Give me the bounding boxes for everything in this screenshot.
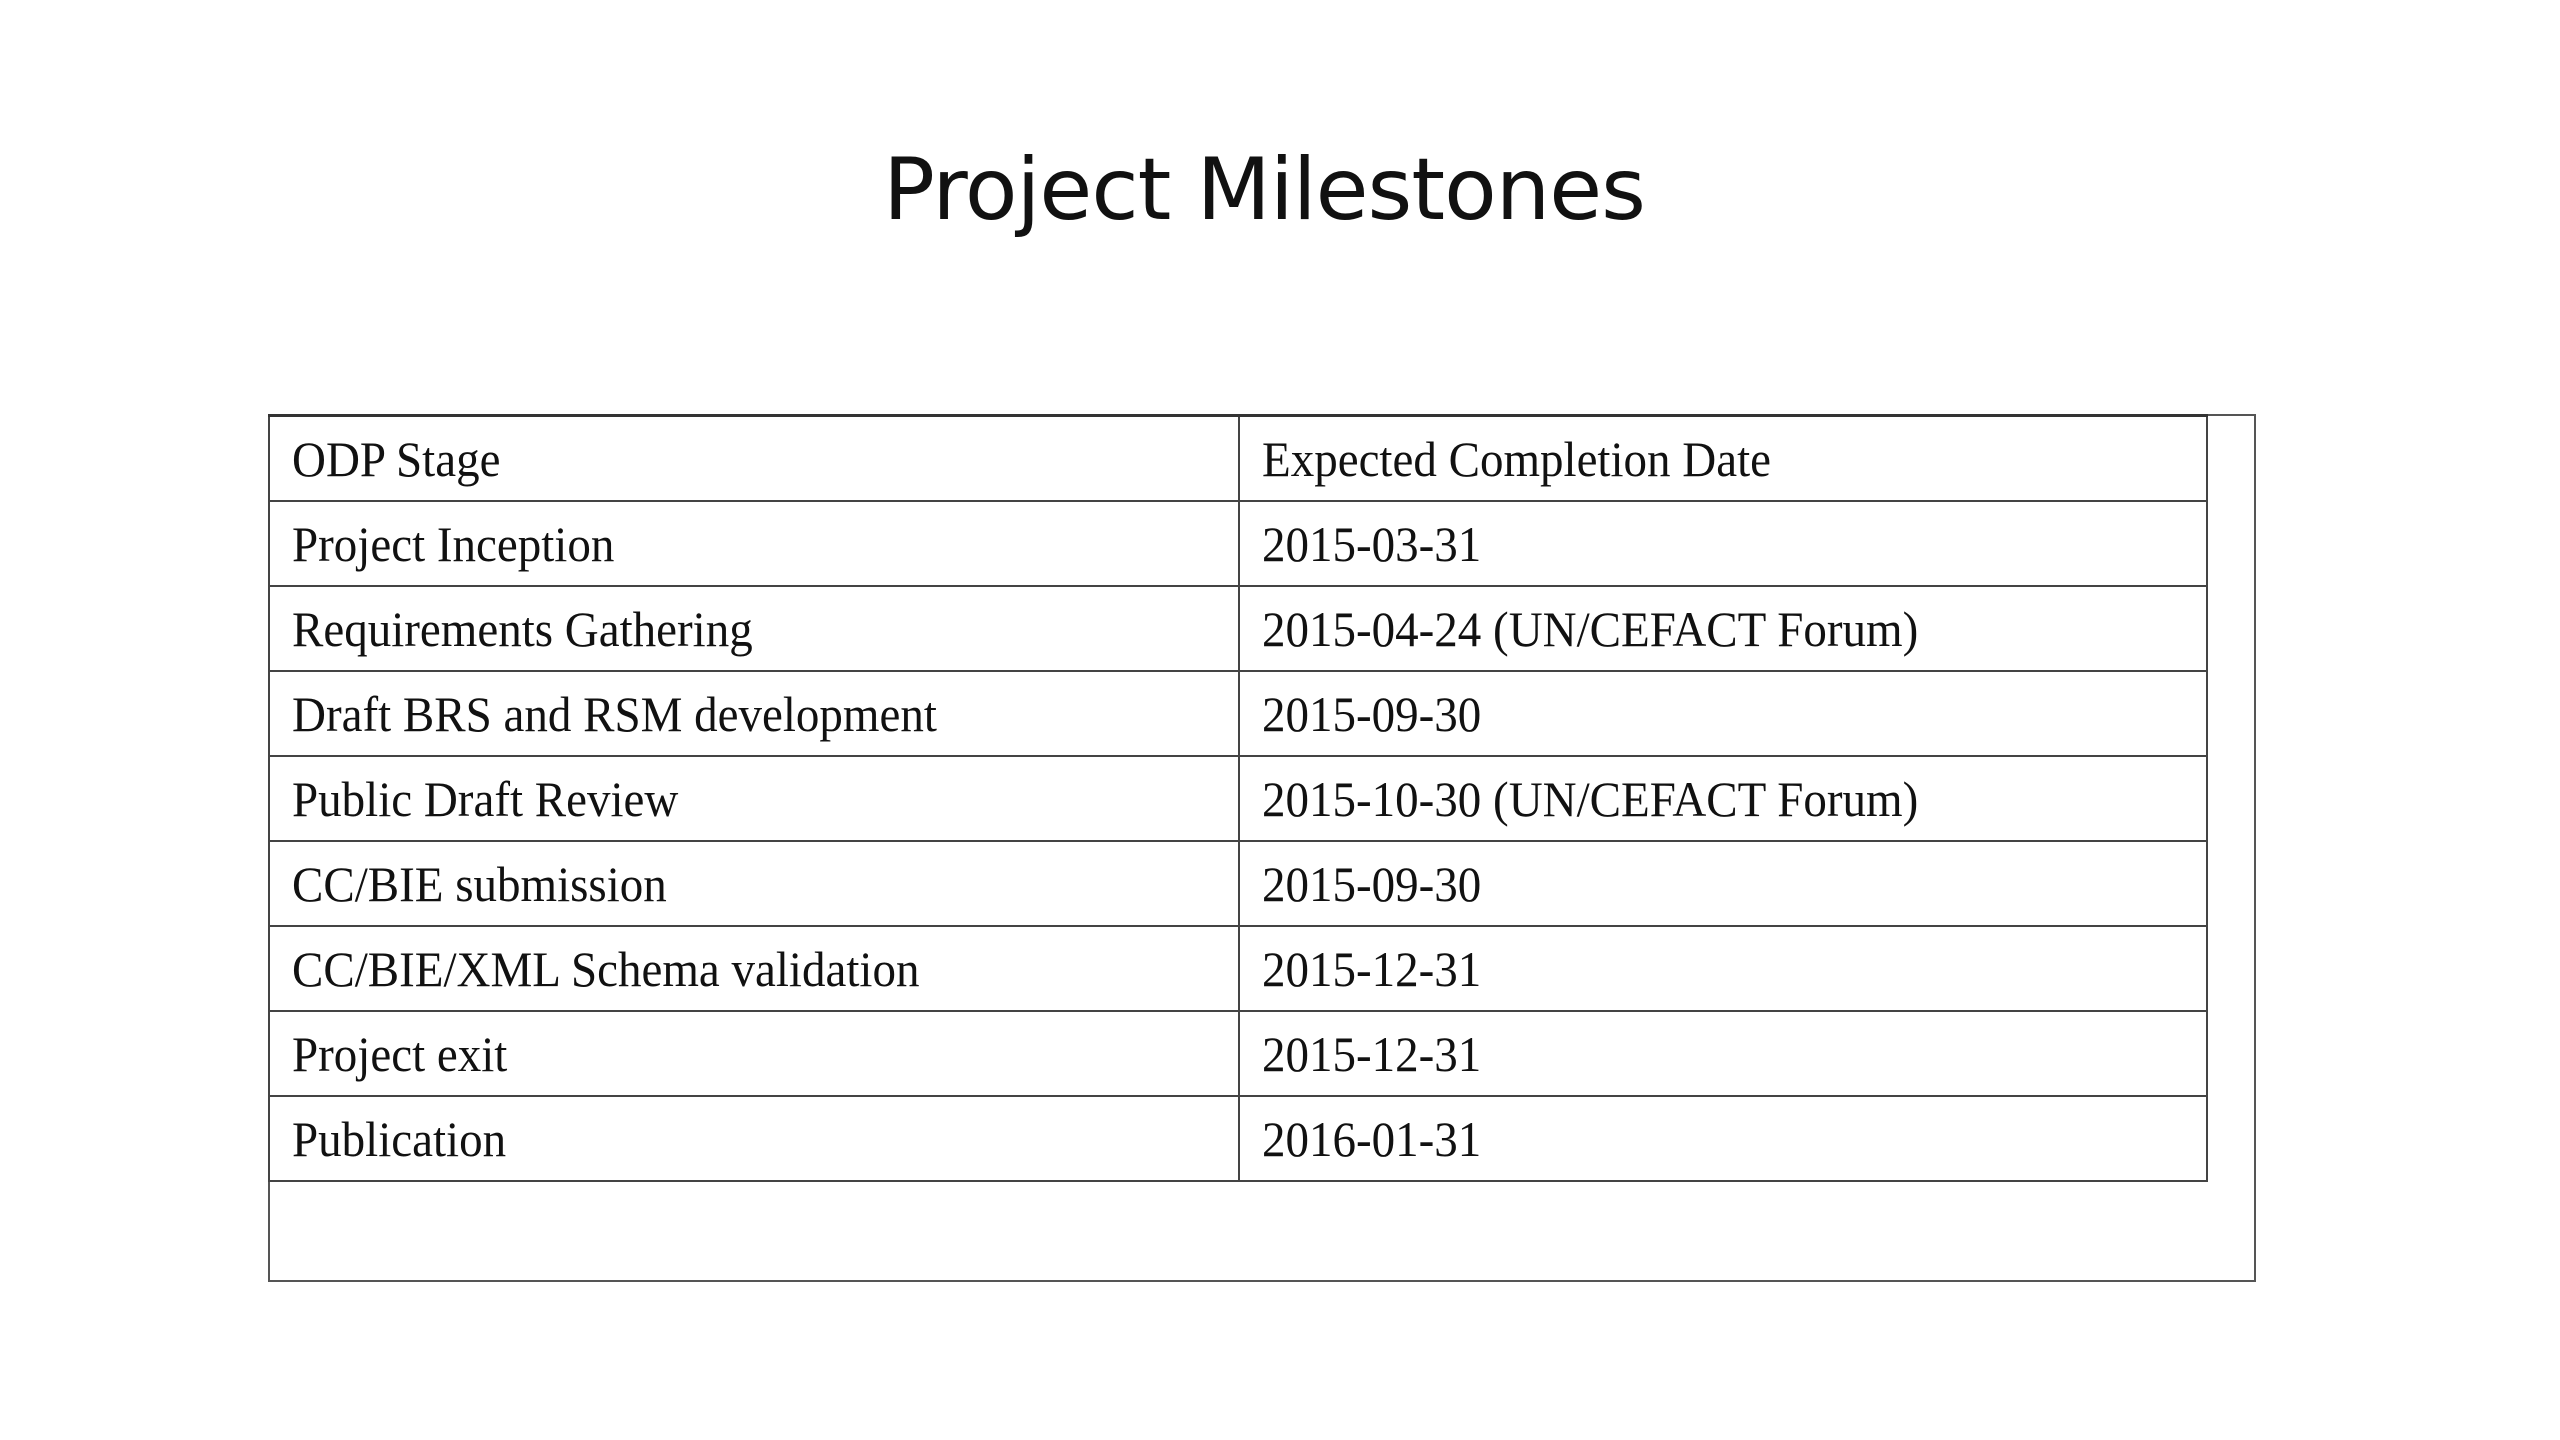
date-text: 2015-04-24 (UN/CEFACT Forum): [1262, 600, 1919, 657]
header-cell-stage: ODP Stage: [268, 414, 1240, 502]
milestones-table: ODP Stage Expected Completion Date Proje…: [268, 414, 2208, 1182]
date-cell: 2015-03-31: [1238, 500, 2208, 587]
table-row: Requirements Gathering 2015-04-24 (UN/CEF…: [268, 585, 2208, 672]
date-cell: 2016-01-31: [1238, 1095, 2208, 1182]
stage-cell: Project Inception: [268, 500, 1240, 587]
stage-cell: CC/BIE submission: [268, 840, 1240, 927]
stage-cell: Requirements Gathering: [268, 585, 1240, 672]
date-cell: 2015-10-30 (UN/CEFACT Forum): [1238, 755, 2208, 842]
table-header-row: ODP Stage Expected Completion Date: [268, 414, 2208, 502]
stage-text: Project exit: [292, 1025, 508, 1082]
stage-cell: Draft BRS and RSM development: [268, 670, 1240, 757]
table-row: Draft BRS and RSM development 2015-09-30: [268, 670, 2208, 757]
stage-text: Project Inception: [292, 515, 615, 572]
slide-title: Project Milestones: [883, 140, 1646, 240]
date-text: 2015-10-30 (UN/CEFACT Forum): [1262, 770, 1919, 827]
stage-cell: Public Draft Review: [268, 755, 1240, 842]
date-text: 2015-09-30: [1262, 855, 1482, 912]
stage-text: Public Draft Review: [292, 770, 679, 827]
date-cell: 2015-12-31: [1238, 925, 2208, 1012]
stage-text: CC/BIE/XML Schema validation: [292, 940, 920, 997]
stage-text: Draft BRS and RSM development: [292, 685, 937, 742]
date-text: 2015-12-31: [1262, 1025, 1482, 1082]
table-row: Project Inception 2015-03-31: [268, 500, 2208, 587]
stage-cell: CC/BIE/XML Schema validation: [268, 925, 1240, 1012]
stage-text: CC/BIE submission: [292, 855, 667, 912]
date-text: 2015-09-30: [1262, 685, 1482, 742]
stage-text: Publication: [292, 1110, 507, 1167]
date-text: 2015-12-31: [1262, 940, 1482, 997]
stage-text: Requirements Gathering: [292, 600, 753, 657]
table-row: CC/BIE submission 2015-09-30: [268, 840, 2208, 927]
date-cell: 2015-12-31: [1238, 1010, 2208, 1097]
date-cell: 2015-09-30: [1238, 670, 2208, 757]
stage-cell: Publication: [268, 1095, 1240, 1182]
stage-cell: Project exit: [268, 1010, 1240, 1097]
table-row: Project exit 2015-12-31: [268, 1010, 2208, 1097]
date-text: 2015-03-31: [1262, 515, 1482, 572]
table-row: Public Draft Review 2015-10-30 (UN/CEFACT…: [268, 755, 2208, 842]
header-text: Expected Completion Date: [1262, 430, 1772, 487]
header-cell-date: Expected Completion Date: [1238, 414, 2208, 502]
date-cell: 2015-04-24 (UN/CEFACT Forum): [1238, 585, 2208, 672]
date-cell: 2015-09-30: [1238, 840, 2208, 927]
header-text: ODP Stage: [292, 430, 501, 487]
date-text: 2016-01-31: [1262, 1110, 1482, 1167]
table-row: Publication 2016-01-31: [268, 1095, 2208, 1182]
table-row: CC/BIE/XML Schema validation 2015-12-31: [268, 925, 2208, 1012]
